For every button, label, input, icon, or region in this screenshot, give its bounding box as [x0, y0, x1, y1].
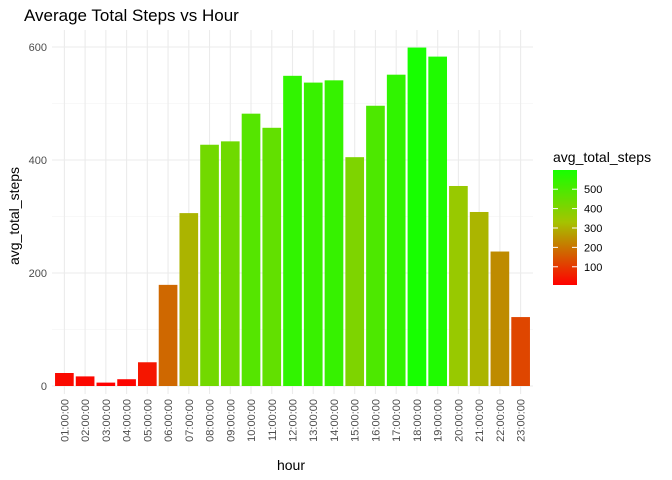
x-tick-label: 05:00:00	[142, 399, 154, 442]
x-tick-label: 09:00:00	[225, 399, 237, 442]
bar-03:00:00	[96, 382, 116, 386]
legend: avg_total_steps 100 200 300 400 500	[553, 149, 651, 285]
bar-05:00:00	[137, 362, 157, 386]
legend-label: 400	[584, 204, 602, 216]
x-tick-label: 13:00:00	[308, 399, 320, 442]
x-tick-label: 04:00:00	[122, 399, 134, 442]
bar-11:00:00	[262, 127, 282, 387]
x-tick-label: 15:00:00	[350, 399, 362, 442]
x-tick-label: 18:00:00	[412, 399, 424, 442]
x-tick-label: 17:00:00	[391, 399, 403, 442]
x-tick-label: 23:00:00	[516, 399, 528, 442]
bar-02:00:00	[75, 376, 95, 386]
x-tick-label: 21:00:00	[474, 399, 486, 442]
bar-21:00:00	[469, 211, 489, 386]
x-tick-label: 08:00:00	[205, 399, 217, 442]
legend-label: 300	[584, 223, 602, 235]
bar-14:00:00	[324, 80, 344, 387]
bar-13:00:00	[303, 82, 323, 386]
x-tick-label: 01:00:00	[59, 399, 71, 442]
bar-04:00:00	[117, 379, 136, 386]
bar-22:00:00	[490, 251, 510, 386]
legend-label: 500	[584, 184, 602, 196]
x-tick-label: 03:00:00	[101, 399, 113, 442]
bars	[55, 47, 530, 387]
chart-title: Average Total Steps vs Hour	[24, 6, 239, 25]
x-tick-labels: 01:00:00 02:00:00 03:00:00 04:00:00 05:00:00…	[59, 399, 527, 442]
bar-10:00:00	[241, 113, 261, 387]
legend-label: 200	[584, 242, 602, 254]
x-tick-label: 12:00:00	[288, 399, 300, 442]
bar-01:00:00	[55, 373, 74, 386]
y-tick-label: 200	[29, 268, 47, 280]
bar-18:00:00	[407, 47, 427, 386]
bar-06:00:00	[158, 284, 178, 386]
y-tick-label: 400	[29, 155, 47, 167]
bar-20:00:00	[449, 185, 468, 386]
bar-12:00:00	[283, 75, 302, 386]
x-tick-label: 02:00:00	[80, 399, 92, 442]
x-tick-label: 22:00:00	[495, 399, 507, 442]
x-tick-label: 11:00:00	[267, 399, 279, 441]
y-axis-title: avg_total_steps	[6, 167, 22, 265]
x-tick-label: 07:00:00	[184, 399, 196, 442]
x-axis-title: hour	[277, 457, 305, 473]
bar-17:00:00	[386, 74, 406, 386]
x-tick-label: 10:00:00	[246, 399, 258, 442]
x-tick-label: 16:00:00	[370, 399, 382, 442]
bar-15:00:00	[345, 157, 365, 386]
y-tick-label: 600	[29, 42, 47, 54]
bar-08:00:00	[200, 144, 219, 386]
bar-23:00:00	[511, 317, 530, 386]
x-tick-label: 14:00:00	[329, 399, 341, 442]
x-tick-label: 19:00:00	[433, 399, 445, 442]
bar-16:00:00	[366, 105, 385, 386]
bar-19:00:00	[428, 56, 448, 386]
x-tick-label: 06:00:00	[163, 399, 175, 442]
x-tick-label: 20:00:00	[453, 399, 465, 442]
legend-title: avg_total_steps	[553, 149, 651, 165]
bar-07:00:00	[179, 213, 199, 386]
legend-label: 100	[584, 262, 602, 274]
y-tick-labels: 0 200 400 600	[29, 42, 47, 393]
y-tick-label: 0	[41, 381, 47, 393]
bar-09:00:00	[220, 141, 240, 386]
